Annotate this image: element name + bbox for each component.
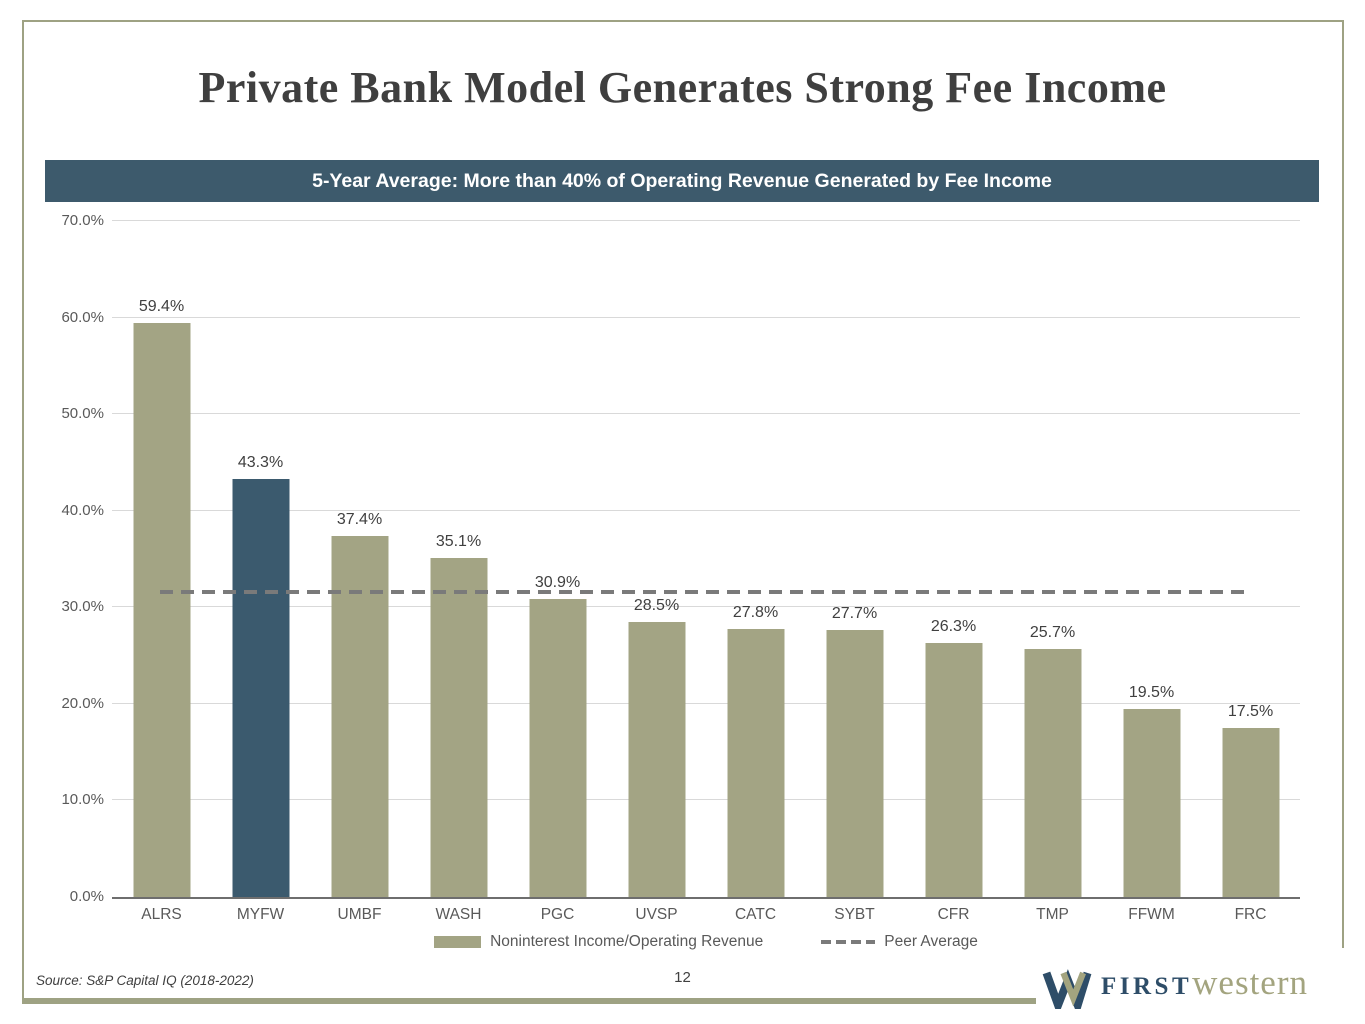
- gridline: [112, 413, 1300, 415]
- legend-item-bars: Noninterest Income/Operating Revenue: [434, 933, 763, 951]
- bar-myfw: [232, 478, 289, 897]
- y-tick-label: 20.0%: [61, 694, 104, 712]
- bar-slot-alrs: 59.4%: [112, 221, 211, 897]
- x-label-sybt: SYBT: [834, 906, 875, 923]
- first-western-logo: FIRST western: [1042, 963, 1308, 1009]
- subtitle-banner: 5-Year Average: More than 40% of Operati…: [45, 160, 1319, 202]
- gridline: [112, 702, 1300, 704]
- plot-area: 59.4% 43.3% 37.4% 35.1% 30.9% 28.5% 27.8% 27.7%…: [112, 220, 1300, 899]
- gridline: [112, 509, 1300, 511]
- bar-slot-ffwm: 19.5%: [1102, 221, 1201, 897]
- bar-slot-pgc: 30.9%: [508, 221, 607, 897]
- x-label-frc: FRC: [1234, 906, 1267, 923]
- logo-text-western: western: [1192, 963, 1308, 1002]
- chart-legend: Noninterest Income/Operating Revenue Pee…: [112, 931, 1300, 953]
- y-tick-label: 40.0%: [61, 501, 104, 519]
- peer-average-line: [159, 589, 1246, 594]
- y-tick-label: 10.0%: [61, 791, 104, 809]
- bar-pgc: [529, 598, 586, 897]
- slide-border-frame: [22, 20, 1344, 1004]
- x-label-tmp: TMP: [1036, 906, 1069, 923]
- bar-slot-uvsp: 28.5%: [607, 221, 706, 897]
- slide-title: Private Bank Model Generates Strong Fee …: [198, 63, 1167, 112]
- value-label-myfw: 43.3%: [237, 453, 284, 471]
- legend-dashed-line-swatch-icon: [821, 940, 876, 944]
- gridline: [112, 606, 1300, 608]
- bar-slot-myfw: 43.3%: [211, 221, 310, 897]
- value-label-uvsp: 28.5%: [633, 596, 680, 614]
- legend-peer-average-label: Peer Average: [884, 933, 978, 950]
- bar-frc: [1222, 728, 1279, 897]
- x-label-myfw: MYFW: [236, 906, 285, 923]
- bar-slot-frc: 17.5%: [1201, 221, 1300, 897]
- x-label-ffwm: FFWM: [1128, 906, 1175, 923]
- x-label-alrs: ALRS: [141, 906, 182, 923]
- bar-tmp: [1024, 648, 1081, 897]
- bar-slot-cfr: 26.3%: [904, 221, 1003, 897]
- subtitle-banner-text: 5-Year Average: More than 40% of Operati…: [312, 169, 1052, 192]
- value-label-cfr: 26.3%: [930, 618, 977, 636]
- x-label-wash: WASH: [435, 906, 482, 923]
- bar-cfr: [925, 643, 982, 897]
- bar-umbf: [331, 535, 388, 897]
- value-label-pgc: 30.9%: [534, 573, 581, 591]
- y-tick-label: 70.0%: [61, 212, 104, 229]
- bar-ffwm: [1123, 708, 1180, 897]
- gridline: [112, 220, 1300, 221]
- y-tick-label: 30.0%: [61, 598, 104, 616]
- bar-wash: [430, 558, 487, 897]
- bar-slot-catc: 27.8%: [706, 221, 805, 897]
- y-tick-label: 50.0%: [61, 405, 104, 423]
- value-label-catc: 27.8%: [732, 603, 779, 621]
- x-label-catc: CATC: [734, 906, 777, 923]
- value-label-alrs: 59.4%: [138, 298, 185, 316]
- y-axis-tick-labels: 0.0% 10.0% 20.0% 30.0% 40.0% 50.0% 60.0% 70.0%: [30, 212, 104, 905]
- y-tick-label: 60.0%: [61, 308, 104, 326]
- x-axis-labels: ALRS MYFW UMBF WASH PGC UVSP CATC SYBT CFR TMP FFW…: [112, 906, 1300, 928]
- logo-area: FIRST western: [1036, 948, 1365, 1024]
- bar-catc: [727, 628, 784, 897]
- bar-slots: 59.4% 43.3% 37.4% 35.1% 30.9% 28.5% 27.8% 27.7%…: [112, 221, 1300, 897]
- x-label-cfr: CFR: [937, 906, 970, 923]
- value-label-umbf: 37.4%: [336, 510, 383, 528]
- legend-bar-label: Noninterest Income/Operating Revenue: [490, 933, 764, 950]
- legend-bar-swatch-icon: [434, 936, 482, 948]
- page-number: 12: [674, 969, 691, 986]
- y-tick-label: 0.0%: [69, 888, 104, 905]
- legend-item-peer-average: Peer Average: [821, 933, 978, 951]
- value-label-frc: 17.5%: [1227, 703, 1274, 720]
- value-label-tmp: 25.7%: [1029, 623, 1076, 641]
- bar-slot-sybt: 27.7%: [805, 221, 904, 897]
- bar-slot-umbf: 37.4%: [310, 221, 409, 897]
- value-label-ffwm: 19.5%: [1128, 683, 1175, 701]
- bar-sybt: [826, 629, 883, 897]
- bar-slot-wash: 35.1%: [409, 221, 508, 897]
- first-western-w-icon: [1042, 969, 1092, 1009]
- bar-uvsp: [628, 621, 685, 897]
- source-note: Source: S&P Capital IQ (2018-2022): [36, 973, 254, 988]
- bar-alrs: [133, 323, 190, 897]
- value-label-sybt: 27.7%: [831, 604, 878, 622]
- x-label-uvsp: UVSP: [635, 906, 678, 923]
- x-label-pgc: PGC: [540, 906, 575, 923]
- gridline: [112, 316, 1300, 318]
- gridline: [112, 799, 1300, 801]
- logo-text-first: FIRST: [1101, 973, 1193, 1000]
- bar-slot-tmp: 25.7%: [1003, 221, 1102, 897]
- value-label-wash: 35.1%: [435, 533, 482, 551]
- x-label-umbf: UMBF: [337, 906, 382, 923]
